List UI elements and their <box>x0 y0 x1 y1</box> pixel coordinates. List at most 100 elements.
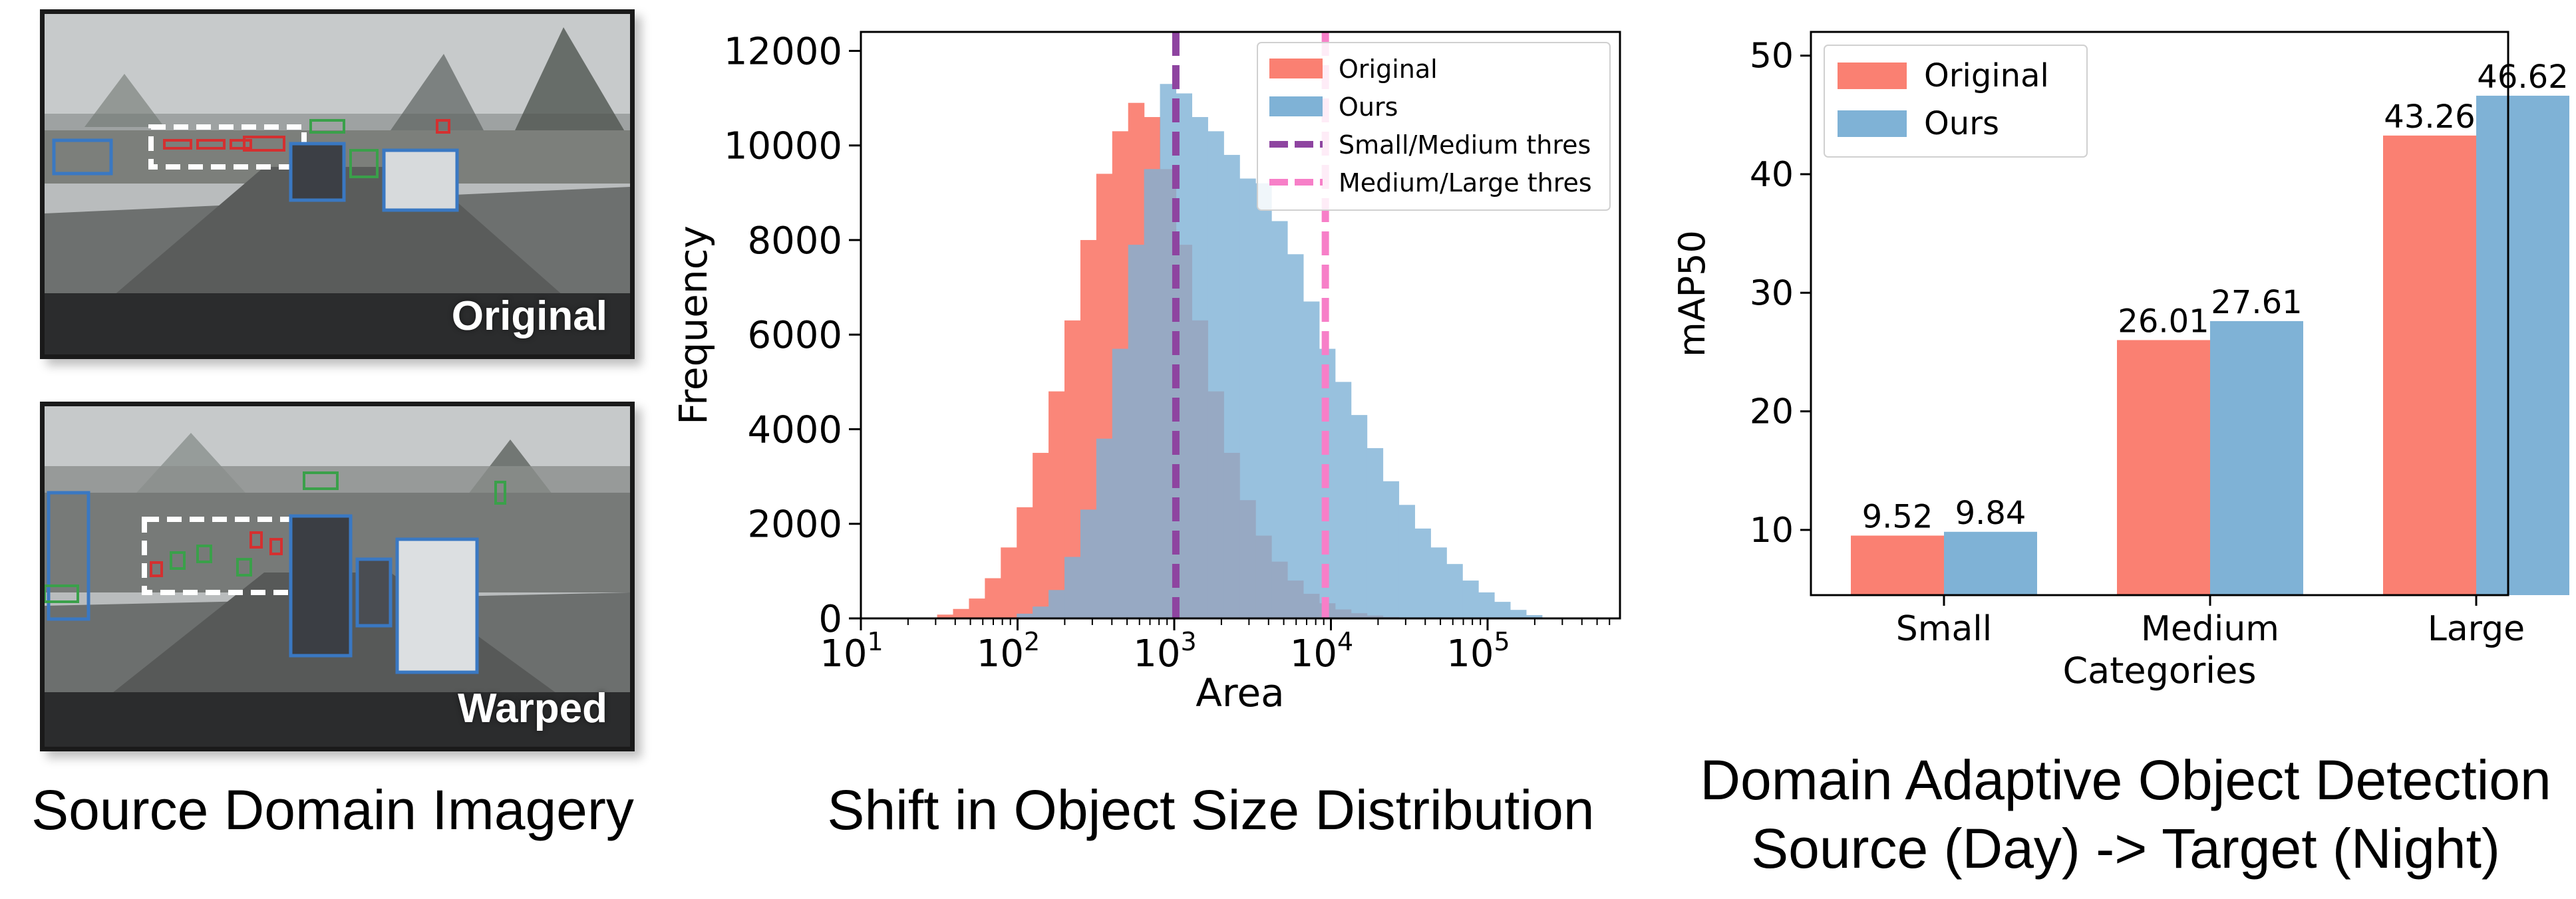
histogram-bin-ours <box>1080 509 1097 618</box>
histogram-y-tick-label: 0 <box>818 598 842 641</box>
histogram-bin-ours <box>1430 547 1447 618</box>
bar-ours-small <box>1944 531 2037 595</box>
histogram-legend-swatch <box>1269 59 1323 78</box>
original-image-label: Original <box>451 293 607 339</box>
histogram-bin-ours <box>1446 564 1463 618</box>
histogram-legend: Original Ours Small/Medium thres Medium/Lar… <box>1257 42 1611 211</box>
histogram-bin-original <box>953 608 970 618</box>
bar-legend: Original Ours <box>1824 45 2088 158</box>
histogram-legend-swatch <box>1269 96 1323 116</box>
histogram-bin-ours <box>1351 415 1368 618</box>
histogram-y-tick-label: 10000 <box>724 125 842 168</box>
bar-value-label: 46.62 <box>2477 59 2568 96</box>
histogram-bin-ours <box>1128 245 1145 618</box>
histogram-y-axis-label: Frequency <box>671 225 716 425</box>
bar-value-label: 43.26 <box>2384 98 2475 136</box>
histogram-bin-original <box>937 614 954 618</box>
bar-value-label: 9.84 <box>1955 495 2026 532</box>
bar-y-tick-label: 10 <box>1750 511 1794 551</box>
bar-axes-frame <box>1810 31 2509 596</box>
histogram-x-tick-label: 102 <box>977 627 1040 676</box>
histogram-bin-original <box>985 578 1001 618</box>
histogram-legend-label: Small/Medium thres <box>1339 130 1591 160</box>
histogram-x-tick-label: 101 <box>820 627 883 676</box>
histogram-x-tick-label: 103 <box>1133 627 1196 676</box>
bar-x-axis-label: Categories <box>2062 650 2256 692</box>
histogram-bin-ours <box>1239 178 1256 618</box>
histogram-bin-ours <box>1398 505 1415 618</box>
histogram-bin-original <box>969 598 985 618</box>
histogram-bin-original <box>1048 391 1065 618</box>
histogram-bin-ours <box>1526 615 1543 618</box>
histogram-axes-frame <box>860 31 1621 620</box>
bar-y-tick-label: 30 <box>1750 273 1794 313</box>
histogram-bin-ours <box>1382 481 1400 618</box>
histogram-bin-original <box>1001 547 1017 618</box>
histogram-x-tick-label: 104 <box>1290 627 1353 676</box>
histogram-bin-ours <box>1064 557 1081 618</box>
histogram-bin-ours <box>1367 448 1384 618</box>
warped-road-scene <box>45 406 630 747</box>
bar-caption-line-2: Source (Day) -> Target (Night) <box>1751 817 2500 880</box>
warped-road-image: Warped <box>40 402 635 751</box>
histogram-legend-label: Medium/Large thres <box>1339 168 1592 197</box>
imagery-panel: Original Warped Sou <box>0 0 665 899</box>
histogram-series-ours <box>1001 84 1543 619</box>
histogram-bin-ours <box>1048 590 1065 618</box>
bar-legend-label: Original <box>1924 57 2049 94</box>
histogram-bin-original <box>1017 507 1033 618</box>
histogram-y-tick-label: 6000 <box>747 314 842 357</box>
histogram-chart: 101 102 103 104 105 0 2000 4000 6000 8000 10000 12… <box>671 30 1621 715</box>
histogram-bin-ours <box>1144 169 1161 619</box>
histogram-bin-ours <box>1033 606 1049 618</box>
histogram-legend-label: Original <box>1339 55 1438 84</box>
warped-image-label: Warped <box>457 686 607 731</box>
bar-y-axis-label: mAP50 <box>1671 230 1713 357</box>
histogram-caption: Shift in Object Size Distribution <box>827 779 1595 841</box>
bar-category-label: Small <box>1896 609 1992 649</box>
histogram-bin-ours <box>1255 183 1272 618</box>
histogram-bin-ours <box>1223 154 1240 618</box>
histogram-bin-ours <box>1303 301 1320 618</box>
bar-caption-line-1: Domain Adaptive Object Detection <box>1700 749 2551 811</box>
histogram-y-tick-label: 2000 <box>747 503 842 547</box>
bar-y-tick-label: 20 <box>1750 392 1794 432</box>
bar-legend-label: Ours <box>1924 105 1999 142</box>
histogram-bin-ours <box>1462 580 1479 618</box>
histogram-x-tick-label: 105 <box>1446 627 1510 676</box>
histogram-bin-ours <box>1287 254 1304 618</box>
histogram-bin-original <box>1033 453 1049 618</box>
bar-original-medium <box>2117 340 2210 595</box>
bar-value-label: 27.61 <box>2211 284 2302 321</box>
histogram-bin-ours <box>1208 131 1224 618</box>
original-road-image: Original <box>40 9 635 359</box>
histogram-bin-ours <box>1494 602 1511 618</box>
histogram-y-tick-label: 8000 <box>747 219 842 263</box>
bar-original-small <box>1851 535 1944 595</box>
bar-ours-medium <box>2210 321 2303 595</box>
bar-legend-swatch <box>1838 110 1907 137</box>
bar-chart: Small Medium Large Categories 10 20 30 40 50 mAP… <box>1671 31 2569 692</box>
histogram-bin-ours <box>1271 221 1288 619</box>
histogram-x-axis-label: Area <box>1196 670 1284 715</box>
histogram-bin-ours <box>1414 528 1431 618</box>
bar-value-label: 26.01 <box>2118 303 2209 340</box>
histogram-bin-ours <box>1478 592 1495 618</box>
histogram-bin-ours <box>1096 438 1113 618</box>
bar-category-label: Large <box>2428 609 2525 649</box>
bar-value-label: 9.52 <box>1862 498 1933 535</box>
histogram-bin-ours <box>1192 117 1208 619</box>
bar-y-tick-label: 50 <box>1750 37 1794 76</box>
histogram-bin-ours <box>1112 348 1129 618</box>
bar-legend-swatch <box>1838 63 1907 89</box>
histogram-y-tick-label: 12000 <box>724 30 842 73</box>
bar-y-tick-label: 40 <box>1750 155 1794 195</box>
histogram-legend-box <box>1257 42 1611 211</box>
bar-original-large <box>2383 135 2476 595</box>
histogram-legend-label: Ours <box>1339 92 1398 122</box>
imagery-caption: Source Domain Imagery <box>31 779 634 841</box>
histogram-bin-ours <box>1510 610 1527 618</box>
bar-ours-large <box>2476 95 2569 595</box>
histogram-y-tick-label: 4000 <box>747 408 842 451</box>
original-road-scene <box>45 14 630 354</box>
